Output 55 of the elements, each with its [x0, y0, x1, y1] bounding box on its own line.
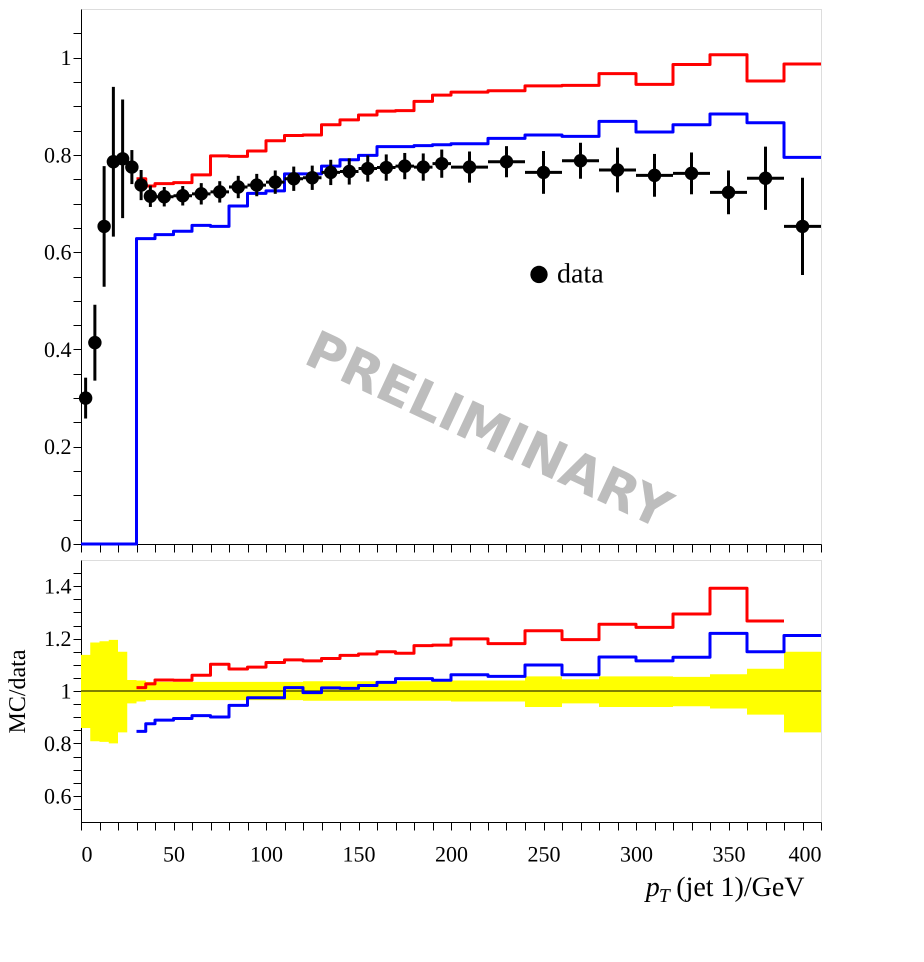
x-tick-label: 400 — [788, 842, 822, 866]
point — [462, 160, 476, 174]
point — [684, 166, 698, 180]
x-tick-label: 200 — [435, 842, 468, 866]
point — [306, 171, 319, 184]
y-tick-label: 1 — [60, 678, 72, 704]
point — [536, 166, 550, 180]
point — [361, 162, 374, 176]
point — [134, 178, 148, 192]
legend-label: data — [557, 258, 604, 290]
point — [232, 180, 245, 194]
y-tick-label: 1 — [60, 45, 72, 70]
point — [342, 164, 356, 178]
point — [78, 391, 92, 405]
y-tick-label: 0 — [60, 532, 72, 556]
y-tick-label: 0.8 — [44, 730, 72, 756]
point — [116, 152, 130, 166]
x-tick-label: 0 — [82, 842, 92, 866]
y-tick-label: 0.8 — [44, 142, 72, 168]
y-tick-label: 0.6 — [44, 783, 72, 808]
y-tick-label: 1.4 — [44, 574, 72, 599]
point — [97, 220, 111, 234]
point — [500, 155, 514, 168]
point — [758, 172, 772, 185]
x-tick-label: 250 — [528, 842, 560, 866]
point — [380, 160, 393, 174]
y-tick-label: 0.4 — [44, 336, 72, 362]
point — [648, 168, 662, 182]
x-tick-label: 100 — [250, 842, 283, 866]
point — [88, 336, 102, 350]
x-tick-label: 150 — [342, 842, 376, 866]
point — [398, 159, 412, 173]
point — [144, 190, 158, 203]
x-tick-label: 50 — [163, 842, 185, 866]
point — [416, 160, 430, 174]
point — [176, 189, 190, 202]
point — [125, 160, 139, 174]
x-tick-label: 350 — [712, 842, 746, 866]
x-tick-label: 300 — [620, 842, 653, 866]
y-tick-label: 0.2 — [44, 434, 72, 460]
point — [610, 163, 624, 177]
point — [574, 154, 588, 168]
point — [158, 190, 171, 204]
point — [213, 185, 226, 199]
y-tick-label: 0.6 — [44, 240, 72, 265]
point — [435, 156, 448, 170]
point — [722, 186, 736, 200]
point — [250, 178, 264, 192]
point — [268, 175, 282, 189]
point — [796, 220, 810, 234]
y-axis-title: MC/data — [5, 649, 31, 734]
point — [194, 187, 208, 201]
point — [324, 166, 338, 180]
y-tick-label: 1.2 — [44, 626, 72, 652]
point — [287, 172, 300, 186]
